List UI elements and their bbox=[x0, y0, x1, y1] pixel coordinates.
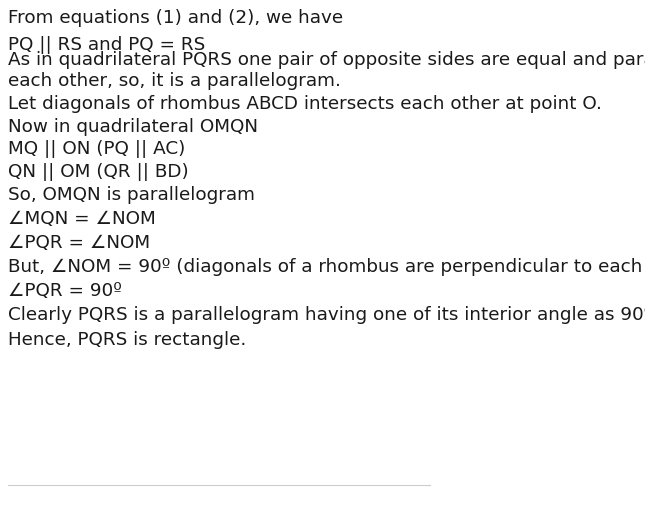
Text: As in quadrilateral PQRS one pair of opposite sides are equal and parallel to: As in quadrilateral PQRS one pair of opp… bbox=[8, 50, 645, 69]
Text: From equations (1) and (2), we have: From equations (1) and (2), we have bbox=[8, 9, 343, 27]
Text: But, ∠NOM = 90º (diagonals of a rhombus are perpendicular to each other): But, ∠NOM = 90º (diagonals of a rhombus … bbox=[8, 258, 645, 276]
Text: Let diagonals of rhombus ABCD intersects each other at point O.: Let diagonals of rhombus ABCD intersects… bbox=[8, 94, 602, 113]
Text: ∠PQR = 90º: ∠PQR = 90º bbox=[8, 281, 122, 299]
Text: Clearly PQRS is a parallelogram having one of its interior angle as 90º.: Clearly PQRS is a parallelogram having o… bbox=[8, 306, 645, 324]
Text: ∠PQR = ∠NOM: ∠PQR = ∠NOM bbox=[8, 233, 150, 251]
Text: PQ || RS and PQ = RS: PQ || RS and PQ = RS bbox=[8, 35, 205, 54]
Text: Now in quadrilateral OMQN: Now in quadrilateral OMQN bbox=[8, 117, 258, 135]
Text: ∠MQN = ∠NOM: ∠MQN = ∠NOM bbox=[8, 209, 155, 227]
Text: Hence, PQRS is rectangle.: Hence, PQRS is rectangle. bbox=[8, 330, 246, 348]
Text: So, OMQN is parallelogram: So, OMQN is parallelogram bbox=[8, 185, 255, 204]
Text: each other, so, it is a parallelogram.: each other, so, it is a parallelogram. bbox=[8, 72, 341, 90]
Text: QN || OM (QR || BD): QN || OM (QR || BD) bbox=[8, 163, 188, 181]
Text: MQ || ON (PQ || AC): MQ || ON (PQ || AC) bbox=[8, 140, 185, 158]
